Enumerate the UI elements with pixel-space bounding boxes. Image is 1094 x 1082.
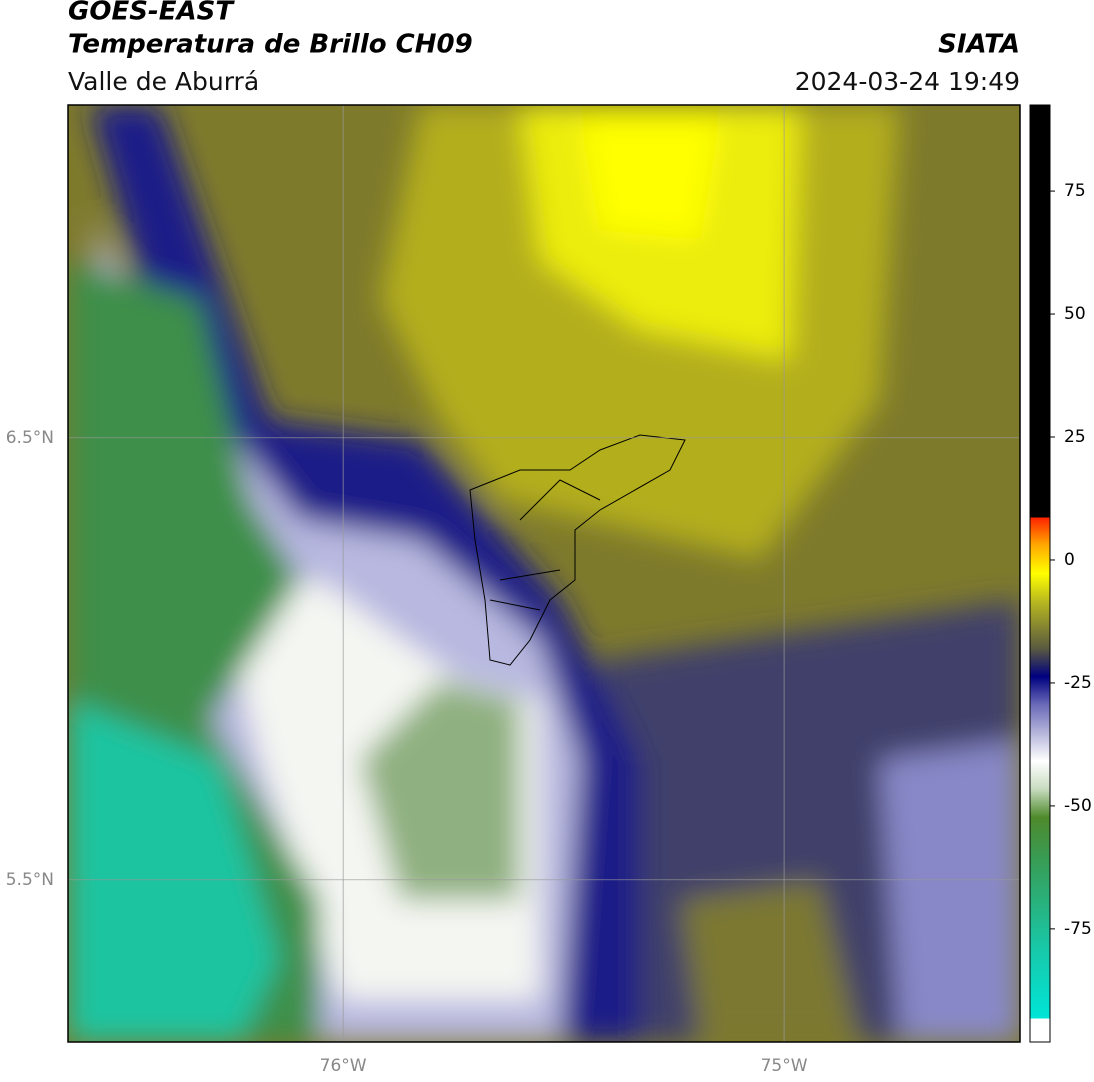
colorbar-tick-label: -75: [1064, 919, 1092, 939]
subtitle: Temperatura de Brillo CH09: [68, 30, 473, 60]
map-frame: [67, 104, 1021, 1043]
colorbar-tick-label: 0: [1064, 550, 1075, 570]
lon-tick-label: 76°W: [320, 1056, 367, 1076]
colorbar-tick-label: -25: [1064, 673, 1092, 693]
lat-tick-label: 5.5°N: [6, 870, 54, 890]
colorbar-tick-label: 50: [1064, 304, 1086, 324]
colorbar-tick-label: -50: [1064, 796, 1092, 816]
colorbar-tick-label: 75: [1064, 181, 1086, 201]
satellite-image: [68, 105, 1020, 1042]
title: GOES-EAST: [68, 0, 235, 27]
lat-tick-label: 6.5°N: [6, 428, 54, 448]
source: SIATA: [938, 30, 1020, 60]
lon-tick-label: 75°W: [761, 1056, 808, 1076]
region: Valle de Aburrá: [68, 67, 259, 96]
datetime: 2024-03-24 19:49: [795, 67, 1020, 96]
colorbar-tick-label: 25: [1064, 427, 1086, 447]
colorbar: [1029, 104, 1051, 1043]
